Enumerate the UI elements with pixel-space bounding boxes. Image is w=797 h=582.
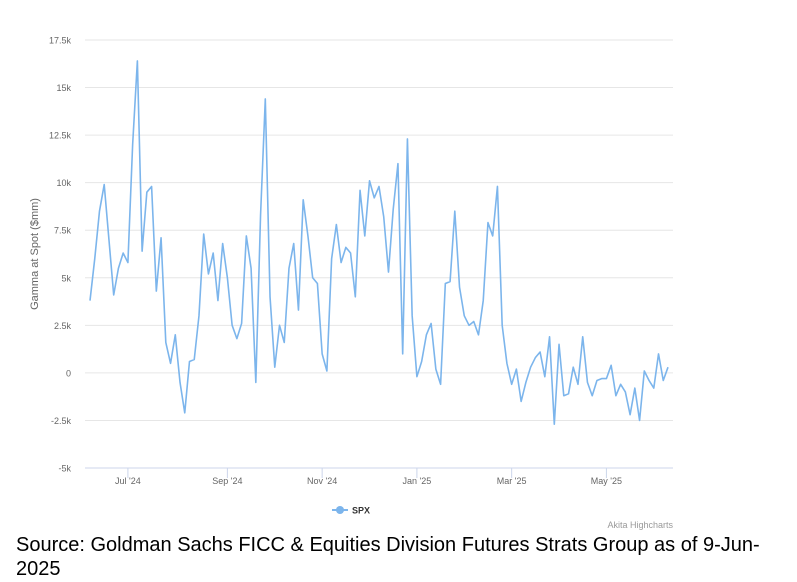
- y-tick-label: 0: [66, 368, 71, 378]
- y-tick-label: 15k: [56, 83, 71, 93]
- y-tick-label: -2.5k: [51, 416, 72, 426]
- y-tick-label: 5k: [61, 273, 71, 283]
- x-tick-label: Mar '25: [497, 476, 527, 486]
- y-tick-label: -5k: [58, 464, 71, 474]
- x-tick-label: Sep '24: [212, 476, 242, 486]
- credits: Akita Highcharts: [607, 520, 673, 530]
- x-tick-label: Jul '24: [115, 476, 141, 486]
- y-tick-label: 17.5k: [49, 36, 72, 46]
- y-tick-label: 2.5k: [54, 321, 72, 331]
- x-tick-label: May '25: [591, 476, 622, 486]
- y-axis-label: Gamma at Spot ($mm): [29, 198, 41, 310]
- legend-symbol-marker: [336, 506, 344, 514]
- x-tick-label: Jan '25: [403, 476, 432, 486]
- source-note: Source: Goldman Sachs FICC & Equities Di…: [16, 534, 760, 580]
- y-tick-label: 7.5k: [54, 226, 72, 236]
- y-tick-label: 10k: [56, 178, 71, 188]
- series-line: [89, 60, 669, 426]
- legend-label: SPX: [352, 506, 370, 516]
- x-tick-label: Nov '24: [307, 476, 337, 486]
- y-tick-label: 12.5k: [49, 131, 72, 141]
